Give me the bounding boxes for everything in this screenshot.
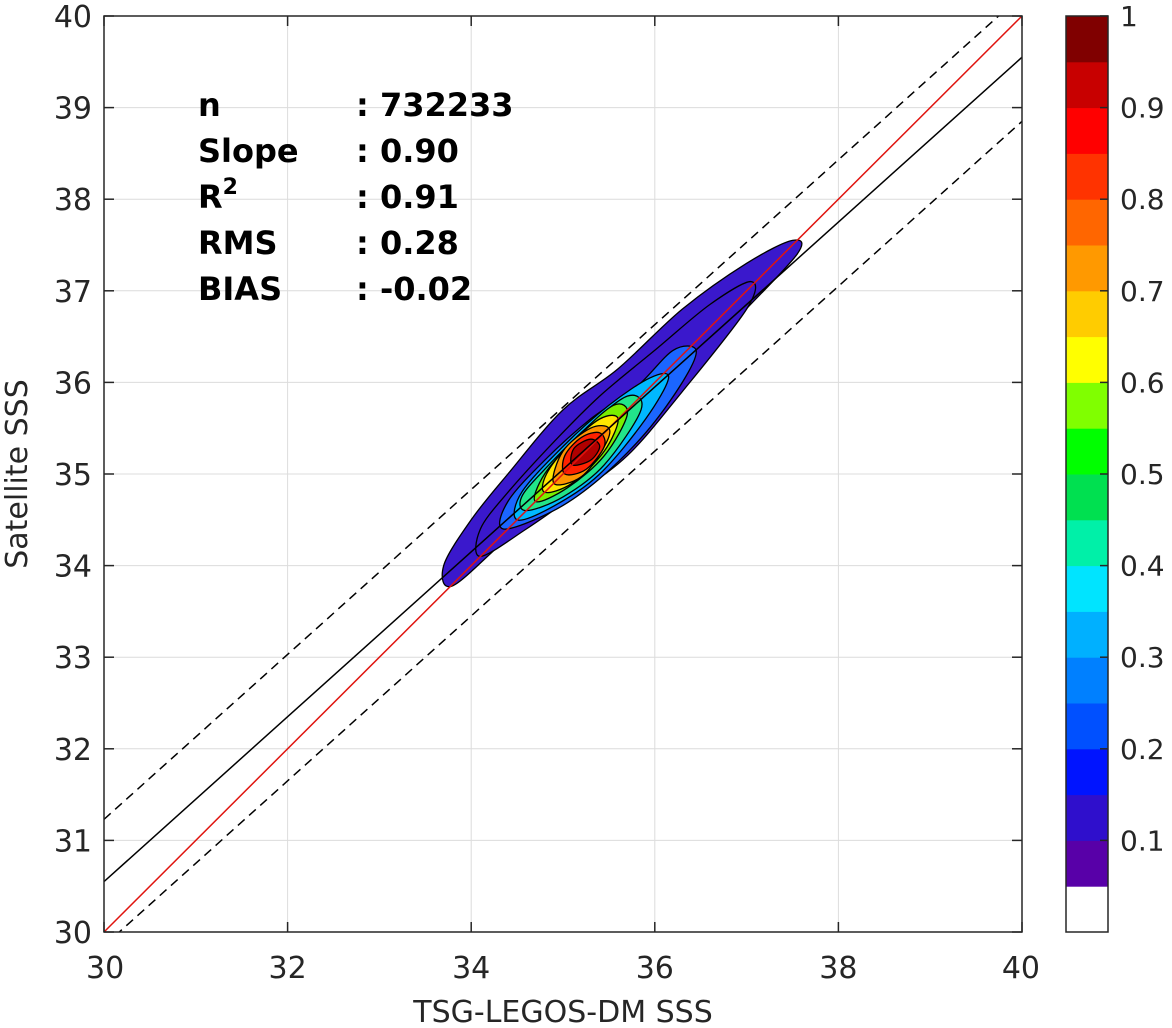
colorbar-swatch <box>1066 107 1108 154</box>
y-tick-label: 34 <box>54 550 92 585</box>
x-axis-label: TSG-LEGOS-DM SSS <box>412 995 713 1028</box>
colorbar-tick-label: 0.1 <box>1120 824 1165 857</box>
lower-bound-line <box>118 120 1022 932</box>
colorbar-tick-label: 0.8 <box>1120 183 1165 216</box>
x-tick-label: 36 <box>636 951 674 986</box>
colorbar-swatch <box>1066 794 1108 841</box>
colorbar-swatch <box>1066 519 1108 567</box>
x-tick-label: 34 <box>452 951 490 986</box>
colorbar-swatch <box>1066 16 1108 63</box>
colorbar-swatch <box>1066 474 1108 521</box>
y-tick-label: 30 <box>54 916 92 951</box>
x-tick-label: 38 <box>819 951 857 986</box>
stat-value: : 0.91 <box>356 178 459 216</box>
y-tick-label: 33 <box>54 641 92 676</box>
colorbar-tick-label: 0.9 <box>1120 92 1165 125</box>
colorbar-swatch <box>1066 657 1108 704</box>
stat-superscript: 2 <box>223 175 238 200</box>
stat-label: RMS <box>198 224 278 262</box>
axis-ticks: 30 32 34 36 38 40 30 31 32 33 34 35 36 37 38 39 40 <box>54 0 1040 986</box>
x-tick-label: 32 <box>269 951 307 986</box>
colorbar-tick-label: 0.7 <box>1120 275 1165 308</box>
y-axis-label: Satellite SSS <box>0 379 35 569</box>
regression-line <box>104 56 1022 883</box>
colorbar-swatch <box>1066 245 1108 292</box>
stat-value: : 0.90 <box>356 132 459 170</box>
stat-label: Slope <box>198 132 299 170</box>
y-tick-label: 36 <box>54 366 92 401</box>
y-tick-label: 32 <box>54 733 92 768</box>
colorbar-tick-label: 0.6 <box>1120 366 1165 399</box>
colorbar-swatch <box>1066 336 1108 383</box>
stat-label: BIAS <box>198 270 282 308</box>
colorbar-swatch <box>1066 703 1108 750</box>
identity-line <box>104 16 1022 932</box>
colorbar-swatch <box>1066 290 1108 338</box>
x-tick-label: 40 <box>1002 951 1040 986</box>
colorbar-tick-label: 0.4 <box>1120 550 1165 583</box>
colorbar-swatch <box>1066 153 1108 200</box>
stat-value: : -0.02 <box>356 270 472 308</box>
colorbar-swatch <box>1066 611 1108 658</box>
colorbar: 0.1 0.2 0.3 0.4 0.5 0.6 0.7 0.8 0.9 1 <box>1065 0 1165 933</box>
colorbar-swatch <box>1066 748 1108 796</box>
stat-value: : 0.28 <box>356 224 459 262</box>
y-tick-label: 38 <box>54 183 92 218</box>
reference-lines <box>104 16 1022 932</box>
y-tick-label: 37 <box>54 275 92 310</box>
colorbar-swatch <box>1066 428 1108 475</box>
grid <box>103 15 1023 933</box>
x-tick-label: 30 <box>86 951 124 986</box>
colorbar-swatch <box>1066 382 1108 429</box>
y-tick-label: 31 <box>54 824 92 859</box>
colorbar-tick-label: 0.3 <box>1120 641 1165 674</box>
stat-value: : 732233 <box>356 86 514 124</box>
colorbar-swatch <box>1066 565 1108 612</box>
stat-label: n <box>198 86 221 124</box>
y-tick-label: 40 <box>54 0 92 35</box>
colorbar-swatch <box>1066 886 1108 933</box>
y-tick-label: 35 <box>54 458 92 493</box>
colorbar-swatch <box>1066 61 1108 109</box>
colorbar-swatch <box>1066 840 1108 887</box>
colorbar-tick-label: 1 <box>1120 0 1138 33</box>
y-tick-label: 39 <box>54 92 92 127</box>
colorbar-tick-label: 0.2 <box>1120 733 1165 766</box>
colorbar-swatch <box>1066 199 1108 246</box>
upper-bound-line <box>104 16 1000 820</box>
colorbar-tick-label: 0.5 <box>1120 458 1165 491</box>
